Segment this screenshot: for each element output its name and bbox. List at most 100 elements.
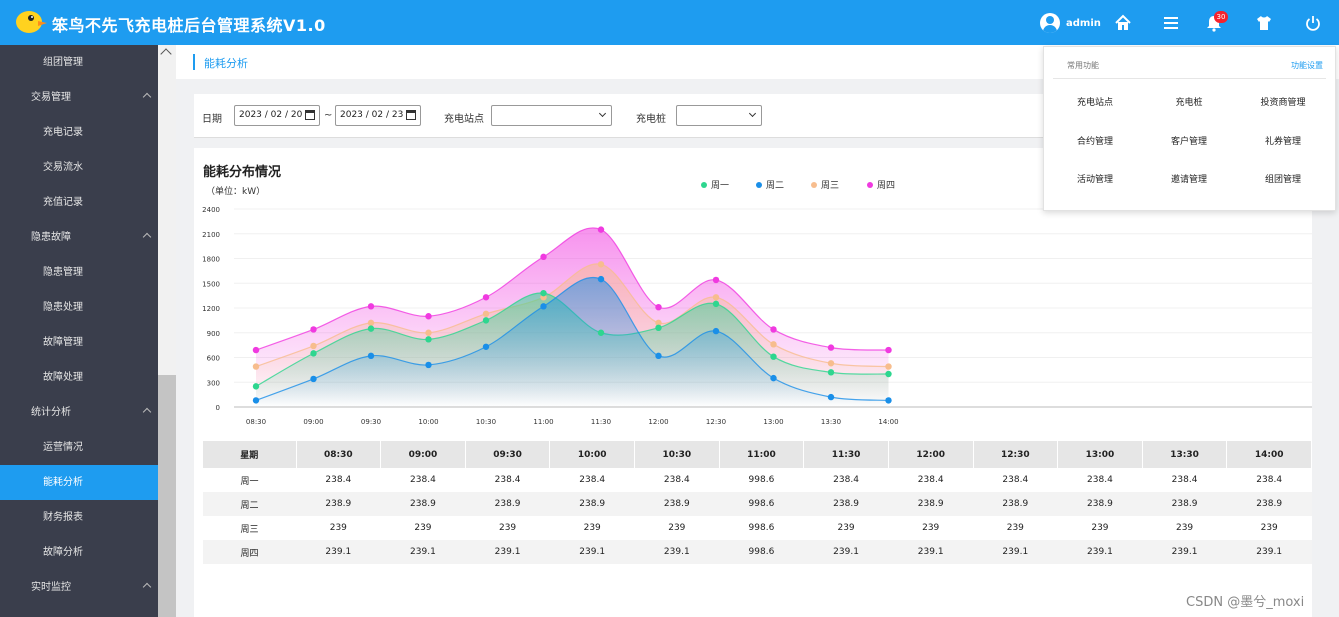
sidebar-item-label: 能耗分析 <box>43 477 83 488</box>
legend-dot <box>867 181 873 188</box>
data-point <box>425 361 432 369</box>
power-icon[interactable] <box>1304 14 1322 32</box>
home-icon[interactable] <box>1114 14 1132 32</box>
quick-function-item[interactable]: 客户管理 <box>1170 137 1207 147</box>
chevron-down-icon <box>598 109 607 118</box>
table-cell: 998.6 <box>719 492 804 516</box>
sidebar-item[interactable]: 运营情况 <box>0 430 158 465</box>
legend-item[interactable]: 周二 <box>756 178 784 191</box>
scroll-thumb[interactable] <box>158 375 176 617</box>
table-header-cell: 13:00 <box>1057 441 1143 468</box>
table-cell: 238.4 <box>1256 475 1283 485</box>
sidebar-scrollbar[interactable] <box>158 45 176 617</box>
table-cell: 239 <box>1175 523 1194 533</box>
sidebar-group[interactable]: 隐患故障 <box>0 220 158 255</box>
chevron-up-icon <box>142 582 152 592</box>
station-select[interactable] <box>491 105 612 126</box>
legend-label: 周二 <box>766 181 785 191</box>
quick-function-item[interactable]: 邀请管理 <box>1170 175 1207 185</box>
breadcrumb-accent <box>193 54 195 70</box>
table-header-cell: 14:00 <box>1226 441 1312 468</box>
energy-table: 星期 08:30 09:00 09:30 10:00 10:30 11:00 11:30 12:… <box>203 441 1312 564</box>
table-row: 周四 239.1 239.1 239.1 239.1 239.1 998.6 239.1 239… <box>203 540 1312 564</box>
x-tick-label: 13:30 <box>821 418 841 426</box>
table-cell: 周二 <box>203 492 296 516</box>
sidebar-item[interactable]: 故障分析 <box>0 535 158 570</box>
table-cell: 239.1 <box>549 540 635 564</box>
sidebar-item[interactable]: 充值记录 <box>0 185 158 220</box>
end-date-input[interactable]: 2023 / 02 / 23 <box>335 105 421 126</box>
sidebar-group[interactable]: 交易管理 <box>0 80 158 115</box>
sidebar-item[interactable]: 能耗分析 <box>0 465 158 500</box>
menu-icon[interactable] <box>1162 14 1180 32</box>
scroll-up-arrow-icon[interactable] <box>160 48 172 60</box>
calendar-icon[interactable] <box>406 110 416 120</box>
calendar-icon[interactable] <box>305 110 315 120</box>
tshirt-icon[interactable] <box>1255 14 1273 32</box>
sidebar-item[interactable]: 财务报表 <box>0 500 158 535</box>
table-cell: 239 <box>414 523 432 533</box>
quick-function-item[interactable]: 礼券管理 <box>1264 137 1301 147</box>
chevron-up-icon <box>142 407 152 417</box>
sidebar-group[interactable]: 统计分析 <box>0 395 158 430</box>
quick-function-item[interactable]: 组团管理 <box>1264 175 1301 185</box>
data-point <box>367 325 375 332</box>
sidebar-item[interactable]: 交易流水 <box>0 150 158 185</box>
sidebar-item[interactable]: 隐患处理 <box>0 290 158 325</box>
quick-function-item[interactable]: 充电桩 <box>1175 98 1203 108</box>
user-menu[interactable]: admin <box>1040 13 1101 33</box>
legend-item[interactable]: 周一 <box>701 178 729 191</box>
table-cell: 239.1 <box>634 540 720 564</box>
legend-label: 周三 <box>821 181 840 191</box>
table-cell: 238.4 <box>579 475 606 485</box>
legend-item[interactable]: 周三 <box>811 178 839 191</box>
data-point <box>540 303 547 310</box>
table-cell: 239.1 <box>1226 540 1312 564</box>
data-point <box>310 375 317 383</box>
sidebar-item[interactable]: 组团管理 <box>0 45 158 80</box>
start-date-input[interactable]: 2023 / 02 / 20 <box>234 105 320 126</box>
sidebar-item[interactable]: 故障管理 <box>0 325 158 360</box>
x-tick-label: 08:30 <box>246 418 266 426</box>
series-area <box>256 277 889 407</box>
quick-functions-dropdown: 常用功能 功能设置 充电站点 充电桩 投资商管理 合约管理 客户管理 礼券管理 活动管理 邀请… <box>1043 46 1336 211</box>
table-cell: 238.9 <box>1142 492 1227 516</box>
y-tick-label: 2400 <box>202 206 220 214</box>
data-point <box>367 319 375 327</box>
y-tick-label: 2100 <box>202 231 220 239</box>
date-separator: ~ <box>324 110 333 121</box>
data-point <box>367 352 375 360</box>
quick-function-item[interactable]: 活动管理 <box>1076 175 1113 185</box>
sidebar-item[interactable]: 充电记录 <box>0 115 158 150</box>
watermark: CSDN @墨兮_moxi <box>1186 595 1305 610</box>
pile-select[interactable] <box>676 105 762 126</box>
sidebar-group[interactable]: 实时监控 <box>0 570 158 605</box>
sidebar-item[interactable]: 故障处理 <box>0 360 158 395</box>
x-tick-label: 13:00 <box>763 418 783 426</box>
x-tick-label: 12:30 <box>706 418 726 426</box>
sidebar-item-label: 实时监控 <box>31 582 71 593</box>
table-header-cell: 12:00 <box>888 441 974 468</box>
table-cell: 238.4 <box>663 475 690 485</box>
table-cell: 238.4 <box>833 475 859 485</box>
table-cell: 239 <box>1091 523 1109 533</box>
table-cell: 238.9 <box>1226 492 1312 516</box>
sidebar: 组团管理 交易管理 充电记录 交易流水 充值记录 隐患故障 隐患管理 隐患处理 故障管理 故障处理… <box>0 45 158 617</box>
function-settings-link[interactable]: 功能设置 <box>1291 61 1323 70</box>
x-tick-label: 09:00 <box>303 418 323 426</box>
sidebar-item[interactable]: 隐患管理 <box>0 255 158 290</box>
data-point <box>827 360 835 367</box>
table-cell: 周一 <box>240 476 259 487</box>
quick-function-item[interactable]: 投资商管理 <box>1260 98 1306 108</box>
quick-function-item[interactable]: 充电站点 <box>1076 98 1113 108</box>
quick-function-item[interactable]: 合约管理 <box>1076 137 1113 147</box>
data-point <box>827 369 835 376</box>
table-header-cell: 12:30 <box>973 441 1059 468</box>
user-avatar-icon <box>1040 13 1060 33</box>
data-point <box>597 275 605 283</box>
table-cell: 238.9 <box>634 492 720 516</box>
y-tick-label: 600 <box>207 355 220 363</box>
pile-label: 充电桩 <box>636 114 666 125</box>
legend-item[interactable]: 周四 <box>867 178 895 191</box>
data-point <box>482 343 490 350</box>
